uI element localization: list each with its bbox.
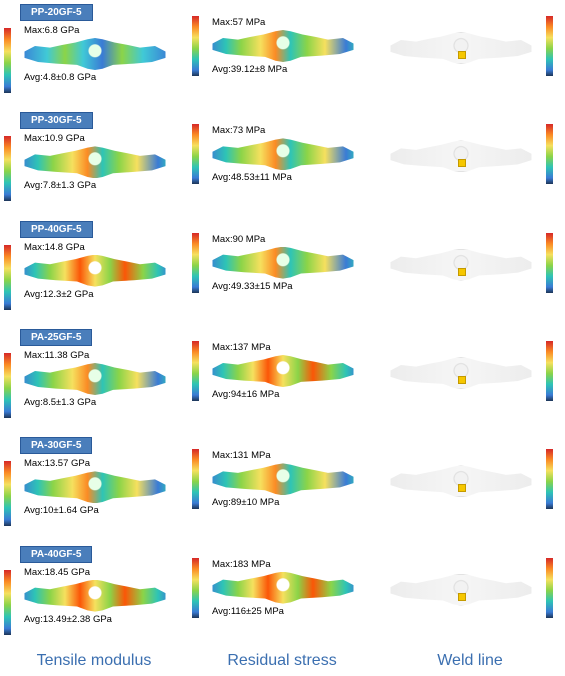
tensile-max: Max:18.45 GPa xyxy=(24,567,186,578)
stress-cell: Max:137 MPa Avg:94±16 MPa xyxy=(188,325,376,433)
stress-max: Max:183 MPa xyxy=(212,559,374,570)
tensile-avg: Avg:13.49±2.38 GPa xyxy=(24,614,186,625)
tensile-avg: Avg:7.8±1.3 GPa xyxy=(24,180,186,191)
colorbar xyxy=(192,233,199,293)
colorbar xyxy=(4,28,11,93)
material-badge: PA-30GF-5 xyxy=(20,437,92,454)
tensile-part-plot xyxy=(20,580,170,612)
weld-cell xyxy=(376,325,564,433)
colorbar xyxy=(4,353,11,418)
material-badge: PA-25GF-5 xyxy=(20,329,92,346)
weld-part-plot xyxy=(386,357,536,389)
tensile-column-label: Tensile modulus xyxy=(0,650,188,676)
tensile-part-plot xyxy=(20,471,170,503)
tensile-max: Max:11.38 GPa xyxy=(24,350,186,361)
colorbar xyxy=(546,341,553,401)
tensile-cell: PA-30GF-5 Max:13.57 GPa Avg:10±1.64 GPa xyxy=(0,433,188,541)
stress-cell: Max:183 MPa Avg:116±25 MPa xyxy=(188,542,376,650)
stress-avg: Avg:94±16 MPa xyxy=(212,389,374,400)
stress-part-plot xyxy=(208,572,358,604)
colorbar xyxy=(546,124,553,184)
colorbar xyxy=(546,449,553,509)
colorbar xyxy=(546,233,553,293)
tensile-max: Max:13.57 GPa xyxy=(24,458,186,469)
material-badge: PP-20GF-5 xyxy=(20,4,93,21)
tensile-cell: PP-20GF-5 Max:6.8 GPa Avg:4.8±0.8 GPa xyxy=(0,0,188,108)
tensile-max: Max:14.8 GPa xyxy=(24,242,186,253)
weld-cell xyxy=(376,217,564,325)
tensile-cell: PP-40GF-5 Max:14.8 GPa Avg:12.3±2 GPa xyxy=(0,217,188,325)
stress-max: Max:57 MPa xyxy=(212,17,374,28)
tensile-part-plot xyxy=(20,38,170,70)
tensile-avg: Avg:8.5±1.3 GPa xyxy=(24,397,186,408)
tensile-cell: PA-40GF-5 Max:18.45 GPa Avg:13.49±2.38 G… xyxy=(0,542,188,650)
stress-max: Max:73 MPa xyxy=(212,125,374,136)
tensile-max: Max:6.8 GPa xyxy=(24,25,186,36)
material-badge: PA-40GF-5 xyxy=(20,546,92,563)
weld-part-plot xyxy=(386,574,536,606)
stress-max: Max:90 MPa xyxy=(212,234,374,245)
stress-max: Max:137 MPa xyxy=(212,342,374,353)
stress-part-plot xyxy=(208,138,358,170)
material-badge: PP-40GF-5 xyxy=(20,221,93,238)
stress-max: Max:131 MPa xyxy=(212,450,374,461)
material-badge: PP-30GF-5 xyxy=(20,112,93,129)
stress-part-plot xyxy=(208,247,358,279)
colorbar xyxy=(4,245,11,310)
tensile-avg: Avg:4.8±0.8 GPa xyxy=(24,72,186,83)
stress-part-plot xyxy=(208,355,358,387)
colorbar xyxy=(192,341,199,401)
colorbar xyxy=(546,558,553,618)
residual-column-label: Residual stress xyxy=(188,650,376,676)
colorbar xyxy=(192,16,199,76)
stress-avg: Avg:49.33±15 MPa xyxy=(212,281,374,292)
weld-cell xyxy=(376,433,564,541)
colorbar xyxy=(4,570,11,635)
tensile-avg: Avg:10±1.64 GPa xyxy=(24,505,186,516)
stress-cell: Max:57 MPa Avg:39.12±8 MPa xyxy=(188,0,376,108)
stress-avg: Avg:39.12±8 MPa xyxy=(212,64,374,75)
stress-avg: Avg:89±10 MPa xyxy=(212,497,374,508)
tensile-part-plot xyxy=(20,146,170,178)
colorbar xyxy=(4,136,11,201)
tensile-cell: PP-30GF-5 Max:10.9 GPa Avg:7.8±1.3 GPa xyxy=(0,108,188,216)
colorbar xyxy=(192,558,199,618)
tensile-max: Max:10.9 GPa xyxy=(24,133,186,144)
stress-part-plot xyxy=(208,30,358,62)
tensile-avg: Avg:12.3±2 GPa xyxy=(24,289,186,300)
tensile-cell: PA-25GF-5 Max:11.38 GPa Avg:8.5±1.3 GPa xyxy=(0,325,188,433)
colorbar xyxy=(546,16,553,76)
stress-cell: Max:131 MPa Avg:89±10 MPa xyxy=(188,433,376,541)
colorbar xyxy=(192,449,199,509)
stress-part-plot xyxy=(208,463,358,495)
weld-cell xyxy=(376,542,564,650)
stress-cell: Max:73 MPa Avg:48.53±11 MPa xyxy=(188,108,376,216)
weld-part-plot xyxy=(386,32,536,64)
colorbar xyxy=(192,124,199,184)
weld-column-label: Weld line xyxy=(376,650,564,676)
weld-part-plot xyxy=(386,465,536,497)
colorbar xyxy=(4,461,11,526)
weld-cell xyxy=(376,108,564,216)
tensile-part-plot xyxy=(20,363,170,395)
stress-avg: Avg:116±25 MPa xyxy=(212,606,374,617)
stress-avg: Avg:48.53±11 MPa xyxy=(212,172,374,183)
tensile-part-plot xyxy=(20,255,170,287)
stress-cell: Max:90 MPa Avg:49.33±15 MPa xyxy=(188,217,376,325)
weld-cell xyxy=(376,0,564,108)
weld-part-plot xyxy=(386,249,536,281)
weld-part-plot xyxy=(386,140,536,172)
